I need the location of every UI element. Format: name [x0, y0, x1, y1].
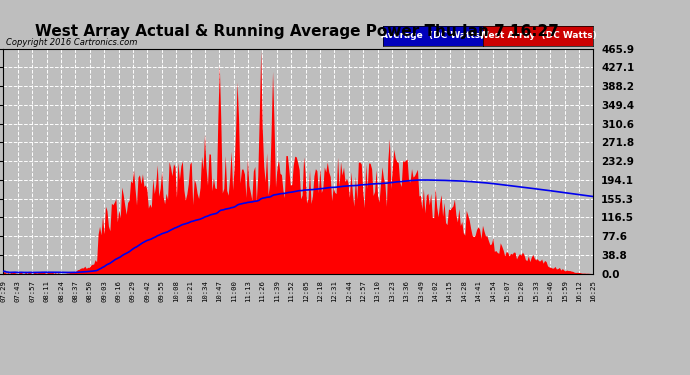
Text: West Array  (DC Watts): West Array (DC Watts) — [479, 32, 597, 40]
Text: Copyright 2016 Cartronics.com: Copyright 2016 Cartronics.com — [6, 38, 137, 47]
Text: Average  (DC Watts): Average (DC Watts) — [382, 32, 484, 40]
Text: West Array Actual & Running Average Power Thu Jan 7 16:27: West Array Actual & Running Average Powe… — [34, 24, 559, 39]
